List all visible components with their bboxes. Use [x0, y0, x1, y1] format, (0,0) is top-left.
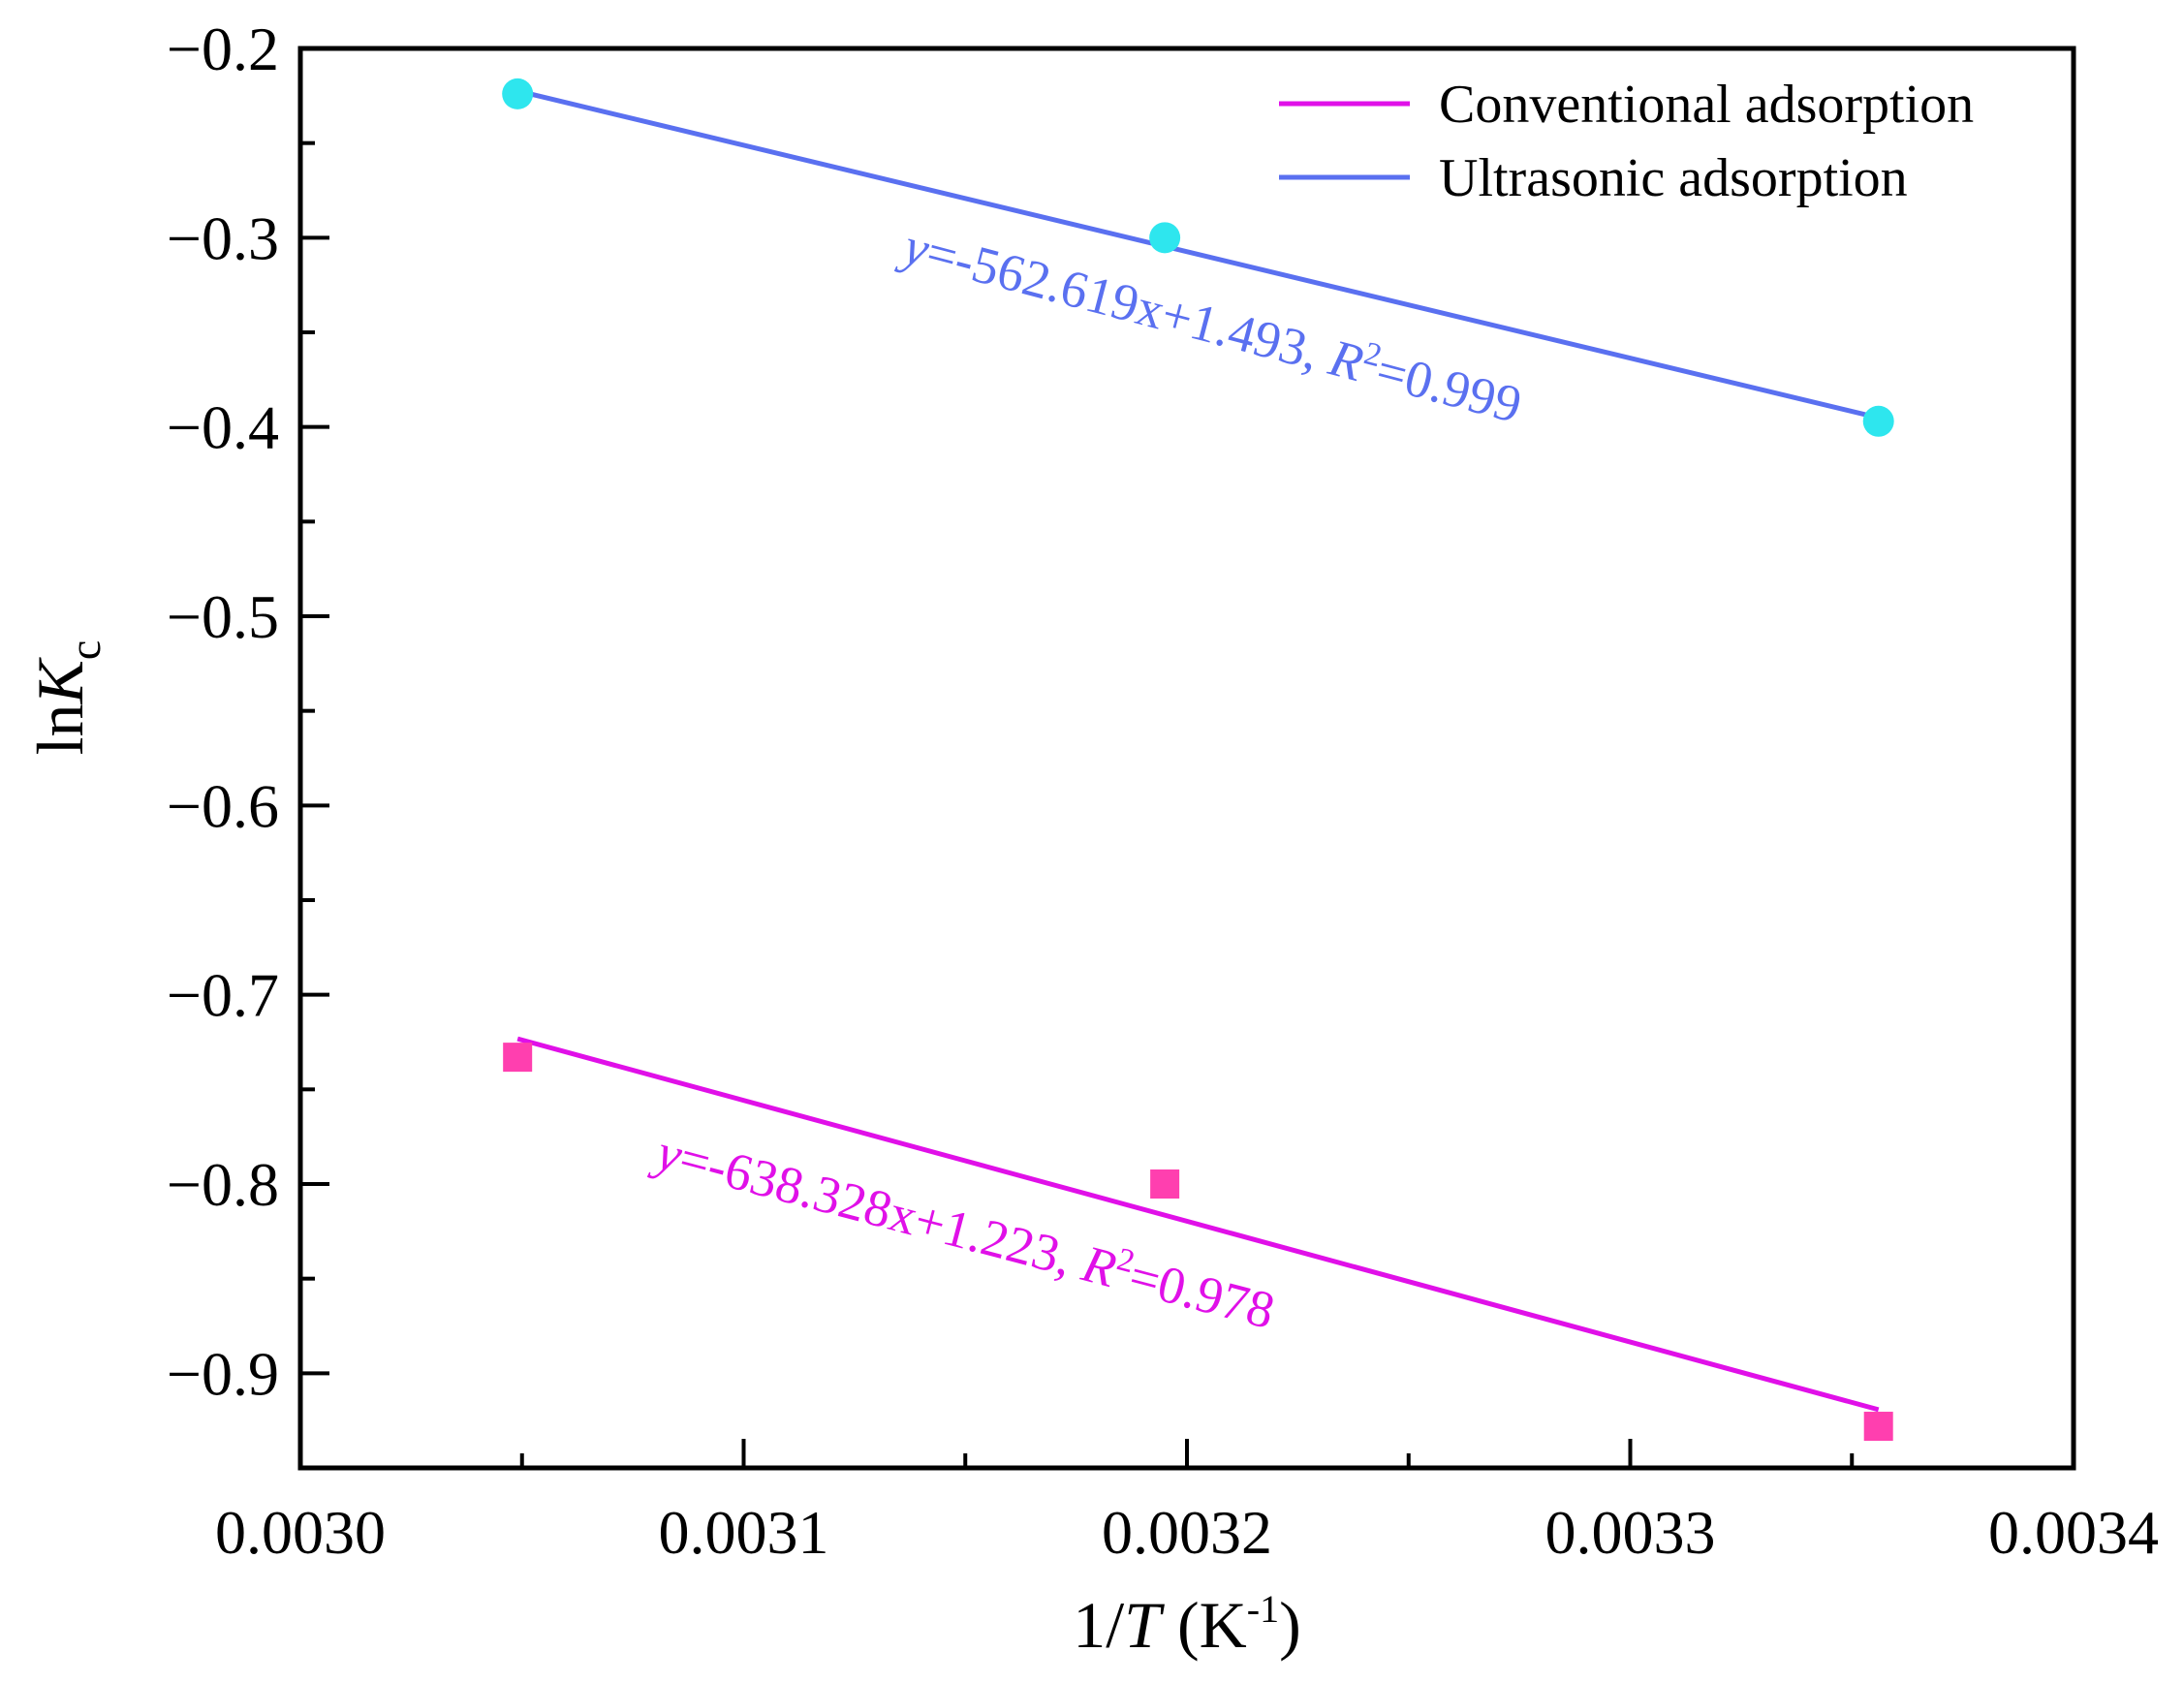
plot-frame — [297, 46, 2076, 1471]
y-tick-label: −0.7 — [167, 961, 279, 1030]
x-axis-title: 1/T (K-1) — [1073, 1587, 1300, 1662]
y-tick-label: −0.5 — [167, 582, 279, 651]
data-points — [502, 78, 1894, 1442]
fit-lines — [516, 88, 1880, 1413]
x-axis-title-unit: (K — [1161, 1588, 1247, 1662]
y-tick-label: −0.6 — [167, 771, 279, 840]
equation-conventional-rhs: =0.978 — [1123, 1246, 1280, 1340]
x-tick-label: 0.0033 — [1545, 1498, 1716, 1567]
y-tick-label: −0.4 — [167, 393, 279, 462]
x-tick-label: 0.0034 — [1988, 1498, 2159, 1567]
equation-ultrasonic-rhs: =0.999 — [1370, 340, 1527, 434]
y-axis-title: lnKc — [23, 640, 109, 756]
y-axis-title-sub: c — [60, 640, 109, 660]
x-tick-label: 0.0031 — [659, 1498, 829, 1567]
legend: Conventional adsorption Ultrasonic adsor… — [1279, 75, 1974, 208]
equation-conventional: y=-638.328x+1.223, R2=0.978 — [646, 1120, 1281, 1340]
data-point-conventional — [503, 1043, 533, 1073]
x-axis-title-prefix: 1/ — [1073, 1588, 1124, 1662]
y-tick-label: −0.9 — [167, 1339, 279, 1408]
x-tick-label: 0.0030 — [215, 1498, 386, 1567]
y-axis-title-var: K — [23, 656, 97, 704]
y-axis-title-prefix: ln — [23, 703, 97, 755]
equation-ultrasonic: y=-562.619x+1.493, R2=0.999 — [893, 214, 1528, 434]
x-axis-title-unit-sup: -1 — [1247, 1587, 1279, 1631]
y-tick-label: −0.3 — [167, 203, 279, 272]
y-tick-label: −0.8 — [167, 1150, 279, 1219]
y-tick-label: −0.2 — [167, 15, 279, 83]
legend-label-ultrasonic: Ultrasonic adsorption — [1439, 148, 1908, 208]
data-point-ultrasonic — [1862, 405, 1894, 437]
data-point-conventional — [1863, 1412, 1893, 1442]
x-axis-ticks: 0.0030 0.0031 0.0032 0.0033 0.0034 — [215, 1439, 2159, 1567]
legend-label-conventional: Conventional adsorption — [1439, 75, 1974, 135]
data-point-ultrasonic — [1149, 222, 1181, 254]
data-point-conventional — [1150, 1169, 1180, 1199]
equation-conventional-mid: =-638.328x+1.223, — [673, 1129, 1091, 1291]
y-axis-ticks: −0.2 −0.3 −0.4 −0.5 −0.6 −0.7 −0.8 −0.9 — [167, 15, 329, 1470]
x-axis-title-var: T — [1124, 1588, 1165, 1662]
x-axis-title-close: ) — [1279, 1588, 1301, 1662]
fit-line-ultrasonic — [516, 88, 1880, 421]
equation-ultrasonic-mid: =-562.619x+1.493, — [920, 223, 1338, 385]
fit-line-conventional — [516, 1036, 1880, 1413]
data-point-ultrasonic — [502, 78, 534, 109]
x-tick-label: 0.0032 — [1102, 1498, 1272, 1567]
